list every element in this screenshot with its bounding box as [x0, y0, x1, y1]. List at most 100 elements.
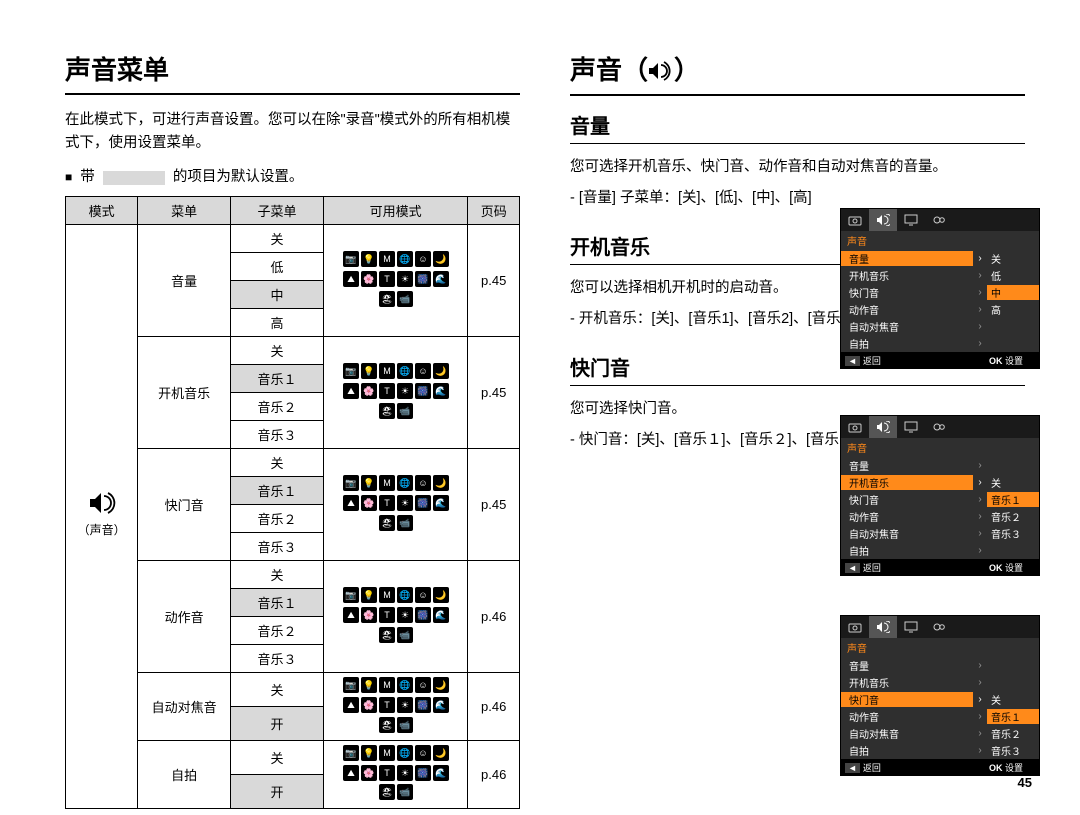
submenu-cell: 关: [231, 337, 324, 365]
available-cell: 📷💡M🌐☺🌙⛰🌸T☀🎆🌊🏖📹: [323, 225, 467, 337]
osd-row-label: 动作音: [841, 709, 973, 724]
svg-text:🌸: 🌸: [363, 273, 374, 284]
svg-text:🎆: 🎆: [417, 609, 428, 620]
osd-row-label: 开机音乐: [841, 675, 973, 690]
osd-row-label: 音量: [841, 658, 973, 673]
osd-row-value: 音乐１: [987, 709, 1039, 724]
settings-tab-icon: [925, 416, 953, 438]
osd-tabs: [841, 209, 1039, 231]
svg-text:🎆: 🎆: [417, 497, 428, 508]
osd-row-label: 音量: [841, 251, 973, 266]
speaker-tab-icon: [869, 616, 897, 638]
menu-cell: 音量: [138, 225, 231, 337]
svg-text:💡: 💡: [363, 477, 374, 488]
osd-row-label: 自动对焦音: [841, 319, 973, 334]
settings-tab-icon: [925, 209, 953, 231]
submenu-cell: 高: [231, 309, 324, 337]
speaker-tab-icon: [869, 416, 897, 438]
svg-text:🌙: 🌙: [435, 253, 446, 265]
submenu-cell: 音乐１: [231, 477, 324, 505]
section-options: - [音量] 子菜单：[关]、[低]、[中]、[高]: [584, 185, 1025, 211]
svg-text:M: M: [383, 254, 391, 264]
chevron-right-icon: ›: [973, 338, 987, 349]
submenu-cell: 中: [231, 281, 324, 309]
submenu-cell: 音乐３: [231, 645, 324, 673]
camera-tab-icon: [841, 416, 869, 438]
osd-row: 自动对焦音›: [841, 318, 1039, 335]
menu-cell: 自动对焦音: [138, 673, 231, 741]
submenu-cell: 关: [231, 225, 324, 253]
chevron-right-icon: ›: [973, 711, 987, 722]
svg-text:📷: 📷: [345, 478, 356, 488]
submenu-cell: 音乐１: [231, 589, 324, 617]
svg-text:T: T: [384, 700, 390, 710]
svg-text:T: T: [384, 610, 390, 620]
svg-text:T: T: [384, 768, 390, 778]
osd-row: 自拍›: [841, 542, 1039, 559]
back-icon: ◄: [845, 563, 860, 573]
svg-text:🏖: 🏖: [381, 294, 392, 304]
svg-text:☺: ☺: [418, 590, 427, 600]
submenu-cell: 音乐２: [231, 505, 324, 533]
display-tab-icon: [897, 209, 925, 231]
available-cell: 📷💡M🌐☺🌙⛰🌸T☀🎆🌊🏖📹: [323, 337, 467, 449]
osd-row: 动作音›音乐１: [841, 708, 1039, 725]
menu-table: 模式 菜单 子菜单 可用模式 页码 （声音）音量关📷💡M🌐☺🌙⛰🌸T☀🎆🌊🏖📹p…: [65, 196, 520, 809]
svg-text:☺: ☺: [418, 366, 427, 376]
svg-text:📹: 📹: [399, 294, 410, 304]
svg-text:🏖: 🏖: [381, 630, 392, 640]
osd-row-value: 音乐３: [987, 743, 1039, 758]
menu-cell: 自拍: [138, 741, 231, 809]
chevron-right-icon: ›: [973, 253, 987, 264]
camera-tab-icon: [841, 209, 869, 231]
page-cell: p.45: [468, 449, 520, 561]
svg-text:☀: ☀: [401, 768, 409, 778]
svg-text:🌊: 🌊: [435, 497, 446, 508]
osd-footer: ◄返回OK 设置: [841, 559, 1039, 575]
square-bullet-icon: ■: [65, 170, 72, 184]
osd-row: 音量›关: [841, 250, 1039, 267]
osd-row-label: 自动对焦音: [841, 526, 973, 541]
svg-text:📹: 📹: [399, 720, 410, 730]
svg-text:📹: 📹: [399, 518, 410, 528]
left-column: 声音菜单 在此模式下，可进行声音设置。您可以在除"录音"模式外的所有相机模式下，…: [50, 50, 545, 785]
th-submenu: 子菜单: [231, 197, 324, 225]
svg-text:🎆: 🎆: [417, 385, 428, 396]
svg-text:M: M: [383, 590, 391, 600]
svg-text:⛰: ⛰: [347, 498, 355, 508]
svg-text:💡: 💡: [363, 747, 374, 758]
svg-text:🌐: 🌐: [399, 589, 410, 600]
chevron-right-icon: ›: [973, 528, 987, 539]
back-icon: ◄: [845, 356, 860, 366]
osd-row-value: 关: [987, 475, 1039, 490]
svg-text:🌊: 🌊: [435, 273, 446, 284]
th-mode: 模式: [66, 197, 138, 225]
svg-text:🏖: 🏖: [381, 518, 392, 528]
speaker-tab-icon: [869, 209, 897, 231]
osd-row-label: 开机音乐: [841, 268, 973, 283]
osd-section-title: 声音: [841, 231, 1039, 250]
svg-text:⛰: ⛰: [347, 386, 355, 396]
section-desc: 您可选择开机音乐、快门音、动作音和自动对焦音的音量。: [570, 156, 1025, 179]
svg-text:☺: ☺: [418, 680, 427, 690]
osd-row: 动作音›高: [841, 301, 1039, 318]
svg-text:⛰: ⛰: [347, 274, 355, 284]
svg-text:🌊: 🌊: [435, 699, 446, 710]
svg-text:💡: 💡: [363, 253, 374, 264]
submenu-cell: 开: [231, 707, 324, 741]
submenu-cell: 音乐３: [231, 533, 324, 561]
right-title: 声音（）: [570, 50, 1025, 96]
svg-text:📷: 📷: [345, 748, 356, 758]
menu-cell: 动作音: [138, 561, 231, 673]
submenu-cell: 音乐３: [231, 421, 324, 449]
chevron-right-icon: ›: [973, 677, 987, 688]
svg-text:☺: ☺: [418, 748, 427, 758]
svg-text:🌙: 🌙: [435, 589, 446, 601]
svg-text:📹: 📹: [399, 406, 410, 416]
settings-tab-icon: [925, 616, 953, 638]
svg-text:🎆: 🎆: [417, 767, 428, 778]
svg-text:M: M: [383, 748, 391, 758]
svg-text:🌊: 🌊: [435, 609, 446, 620]
svg-text:T: T: [384, 498, 390, 508]
osd-row-value: 音乐２: [987, 726, 1039, 741]
